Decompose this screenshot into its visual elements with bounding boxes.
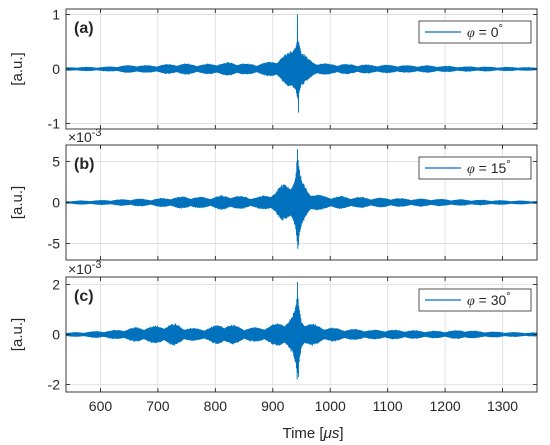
legend-box — [418, 288, 532, 312]
x-tick-label: 1300 — [487, 398, 518, 414]
x-tick-label: 800 — [204, 398, 228, 414]
panel-label: (c) — [74, 288, 94, 305]
x-tick-label: 1000 — [315, 398, 346, 414]
legend-box — [418, 156, 532, 180]
y-axis-label: [a.u.] — [9, 318, 26, 351]
y-tick-label: 5 — [52, 153, 60, 169]
panel-1: -1 0 1 [a.u.] (a) φ = 0° — [9, 6, 538, 132]
x-axis-label-prefix: Time [ — [282, 425, 324, 442]
signal-line — [65, 14, 538, 113]
y-exponent-label: ×10-3 — [68, 127, 102, 145]
panel-3: -2 0 2 [a.u.] ×10-3 (c) φ = 30° — [9, 259, 538, 393]
x-tick-label: 1200 — [430, 398, 461, 414]
legend-label: φ = 15° — [467, 159, 511, 177]
panel-label: (b) — [74, 156, 94, 173]
y-tick-label: -5 — [48, 236, 61, 252]
x-axis-label-unit: μs — [323, 425, 340, 442]
y-tick-label: 2 — [52, 277, 60, 293]
y-exponent-label: ×10-3 — [68, 259, 102, 277]
y-axis-label: [a.u.] — [9, 52, 26, 85]
legend-label: φ = 30° — [467, 291, 511, 309]
y-tick-label: 1 — [52, 6, 60, 22]
x-tick-label: 900 — [261, 398, 285, 414]
y-axis-label: [a.u.] — [9, 186, 26, 219]
x-tick-label: 600 — [89, 398, 113, 414]
y-tick-label: -1 — [48, 116, 61, 132]
x-tick-label: 1100 — [373, 398, 403, 414]
y-tick-label: 0 — [52, 327, 60, 343]
panel-2: -5 0 5 [a.u.] ×10-3 (b) φ = 15° — [9, 127, 538, 261]
signal-line — [65, 281, 538, 380]
y-tick-label: 0 — [52, 61, 60, 77]
signal-line — [65, 149, 538, 249]
y-tick-label: -2 — [48, 377, 61, 393]
x-axis-label-suffix: ] — [339, 425, 343, 442]
legend-box — [418, 20, 532, 44]
panel-label: (a) — [74, 20, 94, 37]
legend-label: φ = 0° — [467, 23, 503, 41]
x-axis-label: Time [μs] — [282, 425, 343, 442]
x-tick-label: 700 — [146, 398, 170, 414]
y-tick-label: 0 — [52, 195, 60, 211]
